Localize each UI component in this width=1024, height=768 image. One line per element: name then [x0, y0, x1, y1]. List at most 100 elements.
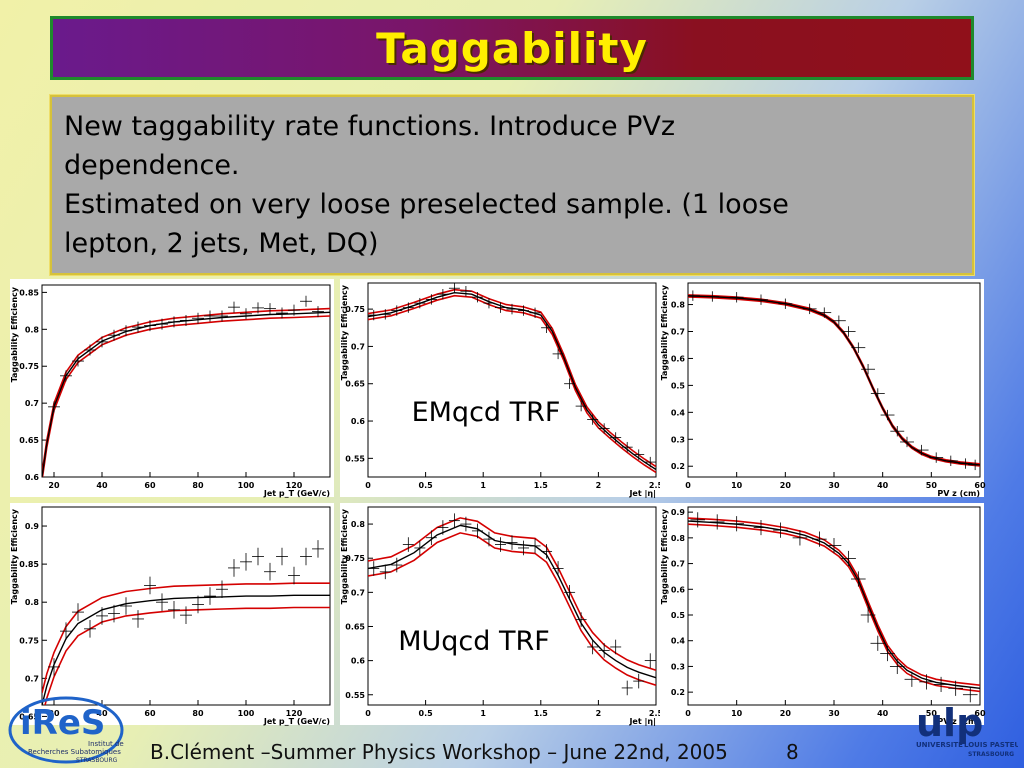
chart-canvas — [660, 503, 984, 725]
chart-em-pt: 20 40 60 80 100 120 0.6 0.65 0.7 0.75 0.8 0.85Tagga… — [10, 279, 334, 498]
chart-em-pvz: 0 10 20 30 40 50 60 0.2 0.3 0.4 0.5 0.6 0.7 0.8Taggab… — [660, 279, 986, 498]
chart-canvas — [340, 503, 660, 725]
plot-area — [368, 283, 656, 474]
x-tick-label: 30 — [828, 709, 840, 718]
y-tick-label: 0.6 — [351, 657, 366, 666]
y-tick-label: 0.7 — [351, 588, 365, 597]
page-number: 8 — [786, 740, 799, 764]
plot-area — [42, 540, 330, 705]
ulp-logo-name: ulp — [916, 701, 983, 745]
x-tick-label: 0 — [365, 481, 371, 490]
fit-lower-curve — [368, 532, 656, 686]
y-tick-label: 0.6 — [671, 354, 686, 363]
x-tick-label: 20 — [48, 709, 60, 718]
plot-area — [368, 513, 656, 696]
plot-frame — [367, 282, 657, 478]
plot-frame — [367, 506, 657, 706]
y-tick-label: 0.8 — [25, 325, 40, 334]
x-axis-label: PV z (cm) — [937, 717, 980, 726]
plot-frame — [41, 506, 331, 706]
chart-mu-eta: 0 0.5 1 1.5 2 2.5 0.55 0.6 0.65 0.7 0.75 0.8Taggabi… — [340, 503, 664, 726]
y-tick-label: 0.9 — [25, 522, 40, 531]
ires-logo-name: iReS — [20, 703, 105, 743]
description-line: Estimated on very loose preselected samp… — [64, 189, 789, 220]
ires-logo-line1: Institut de — [88, 740, 124, 748]
fit-upper-curve — [368, 288, 656, 468]
y-tick-label: 0.55 — [345, 691, 365, 700]
y-tick-label: 0.4 — [671, 408, 686, 417]
x-axis-label: PV z (cm) — [937, 489, 980, 498]
y-tick-label: 0.55 — [345, 454, 365, 463]
x-tick-label: 20 — [780, 709, 792, 718]
slide-title: Taggability — [376, 23, 648, 73]
y-tick-label: 0.4 — [671, 637, 686, 646]
y-tick-label: 0.8 — [351, 520, 366, 529]
y-tick-label: 0.75 — [345, 554, 365, 563]
x-axis-label: Jet p_T (GeV/c) — [263, 489, 330, 498]
x-tick-label: 60 — [974, 481, 986, 490]
x-axis-label: Jet p_T (GeV/c) — [263, 717, 330, 726]
y-tick-label: 0.6 — [351, 417, 366, 426]
y-tick-label: 0.6 — [671, 585, 686, 594]
y-tick-label: 0.8 — [671, 534, 686, 543]
x-tick-label: 0 — [365, 709, 371, 718]
chart-mu-pt: 20 40 60 80 100 120 0.65 0.7 0.75 0.8 0.85 0.9 Tagga… — [10, 503, 334, 726]
x-tick-label: 0 — [685, 709, 691, 718]
x-tick-label: 2 — [596, 709, 602, 718]
x-tick-label: 20 — [48, 481, 60, 490]
y-axis-label: Taggability Efficiency — [340, 284, 349, 380]
x-tick-label: 1.5 — [534, 709, 549, 718]
plot-frame — [41, 284, 331, 478]
chart-em-eta: 0 0.5 1 1.5 2 2.5 0.55 0.6 0.65 0.7 0.75Taggabilit… — [340, 279, 664, 498]
x-tick-label: 0.5 — [419, 709, 434, 718]
chart-canvas — [10, 503, 334, 725]
y-tick-label: 0.65 — [345, 622, 365, 631]
y-tick-label: 0.65 — [19, 436, 39, 445]
y-tick-label: 0.85 — [19, 560, 39, 569]
y-tick-label: 0.75 — [345, 305, 365, 314]
y-tick-label: 0.5 — [671, 611, 686, 620]
y-tick-label: 0.8 — [25, 598, 40, 607]
chart-canvas — [660, 279, 984, 497]
x-tick-label: 100 — [238, 709, 255, 718]
x-tick-label: 40 — [96, 709, 108, 718]
ulp-logo-line3: STRASBOURG — [968, 751, 1014, 758]
ulp-logo-line1: UNIVERSITÉ — [916, 740, 963, 749]
y-tick-label: 0.8 — [671, 301, 686, 310]
ulp-logo: ulp UNIVERSITÉ LOUIS PASTEUR STRASBOURG — [916, 701, 1018, 758]
y-tick-label: 0.3 — [671, 435, 685, 444]
x-tick-label: 40 — [96, 481, 108, 490]
y-tick-label: 0.85 — [19, 288, 39, 297]
plot-area — [42, 295, 330, 477]
x-tick-label: 40 — [877, 481, 889, 490]
y-tick-label: 0.2 — [671, 688, 685, 697]
y-tick-label: 0.75 — [19, 362, 39, 371]
y-tick-label: 0.65 — [19, 712, 39, 721]
ires-logo-line2: Recherches Subatomiques — [28, 748, 121, 756]
ires-logo: iReS Institut de Recherches Subatomiques… — [8, 696, 124, 764]
y-axis-label: Taggability Efficiency — [660, 284, 669, 380]
description-line: dependence. — [64, 150, 240, 181]
y-tick-label: 0.5 — [671, 381, 686, 390]
x-tick-label: 2 — [596, 481, 602, 490]
y-axis-label: Taggability Efficiency — [340, 508, 349, 604]
title-bar: Taggability — [50, 16, 974, 80]
mu-trf-label: MUqcd TRF — [398, 626, 550, 657]
fit-central-curve — [688, 295, 980, 466]
x-tick-label: 50 — [926, 709, 938, 718]
x-tick-label: 20 — [780, 481, 792, 490]
plot-area — [688, 512, 980, 703]
ires-logo-line3: STRASBOURG — [76, 757, 118, 764]
y-tick-label: 0.65 — [345, 380, 365, 389]
fit-central-curve — [42, 594, 330, 705]
x-tick-label: 40 — [877, 709, 889, 718]
fit-lower-curve — [44, 606, 330, 705]
y-tick-label: 0.2 — [671, 462, 685, 471]
x-tick-label: 2.5 — [649, 709, 664, 718]
y-tick-label: 0.9 — [671, 508, 686, 517]
chart-canvas — [340, 279, 660, 497]
description-box: New taggability rate functions. Introduc… — [49, 94, 975, 276]
footer-text: B.Clément –Summer Physics Workshop – Jun… — [150, 740, 728, 764]
x-tick-label: 1.5 — [534, 481, 549, 490]
